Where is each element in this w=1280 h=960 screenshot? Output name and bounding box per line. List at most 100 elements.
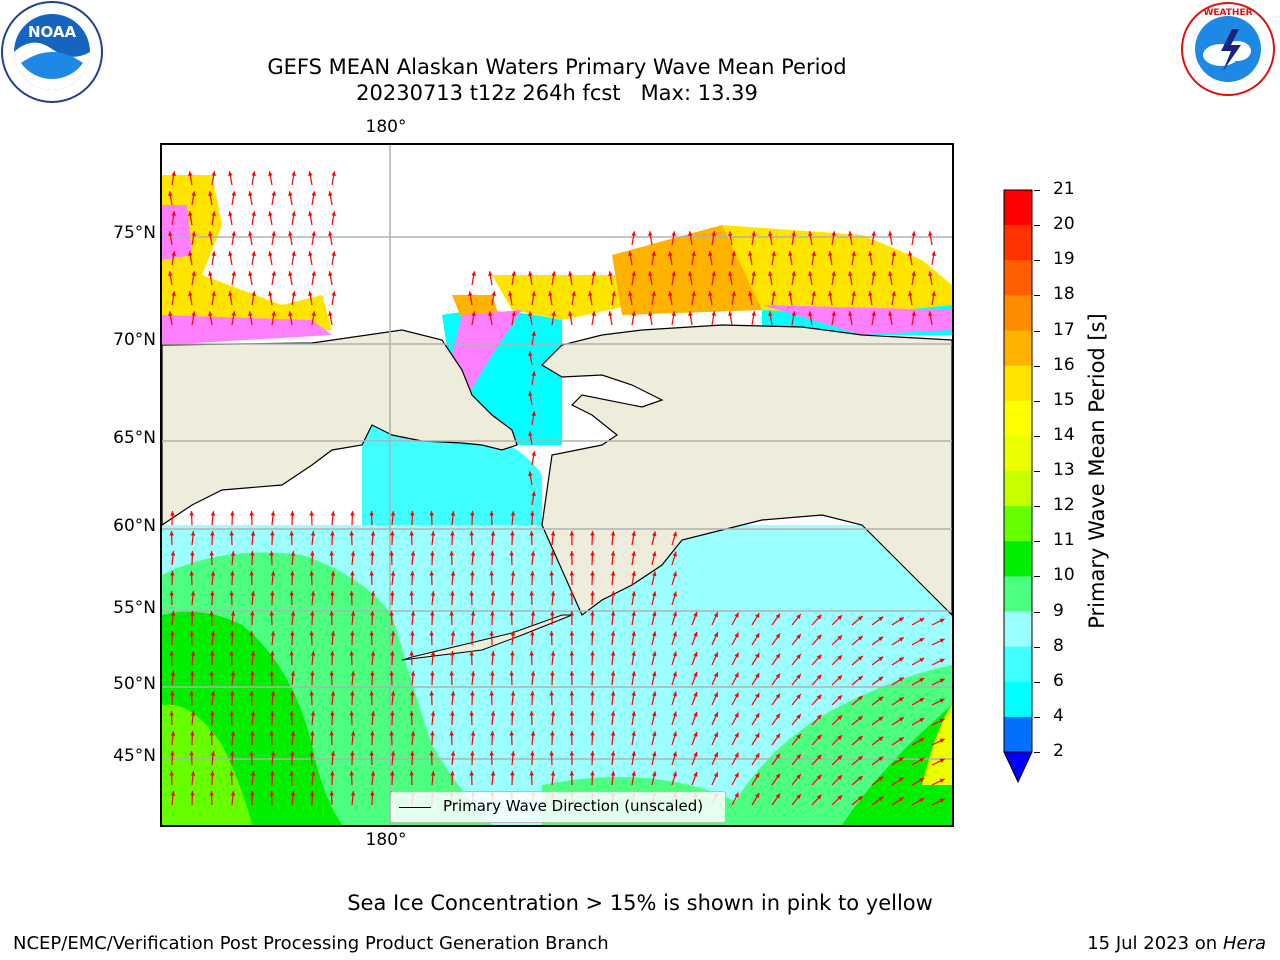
- wave-arrow-head: [751, 311, 756, 316]
- wave-arrow-head: [330, 511, 336, 516]
- wave-arrow-head: [270, 751, 276, 756]
- wave-arrow-head: [289, 591, 294, 596]
- wave-arrow-head: [211, 291, 216, 296]
- wave-arrow-head: [796, 794, 801, 799]
- wave-arrow-head: [550, 551, 555, 556]
- wave-arrow-head: [330, 571, 336, 576]
- wave-arrow-head: [569, 591, 575, 596]
- wave-arrow-head: [837, 675, 843, 681]
- graticule: [162, 145, 952, 825]
- wave-arrow-head: [490, 531, 496, 536]
- wave-arrow-head: [768, 231, 773, 236]
- wave-arrow-head: [389, 551, 394, 556]
- wave-arrow-head: [389, 671, 394, 676]
- wave-arrow-head: [775, 613, 781, 619]
- wave-arrow-head: [250, 611, 255, 616]
- wave-arrow-head: [250, 591, 256, 596]
- wave-arrow-head: [308, 291, 313, 296]
- noaa-logo-text: NOAA: [28, 23, 77, 41]
- wave-arrow-head: [329, 671, 334, 676]
- wave-arrow-head: [590, 571, 595, 576]
- wave-arrow-head: [796, 734, 801, 739]
- wave-arrow-head: [169, 771, 174, 776]
- wave-arrow-head: [610, 671, 616, 676]
- wave-arrow-head: [229, 651, 234, 656]
- sea-ice-chukchi-pink: [452, 310, 522, 405]
- wave-arrow-head: [390, 631, 396, 636]
- wave-arrow-head: [509, 611, 514, 616]
- wave-arrow-head: [791, 231, 796, 236]
- wave-arrow-head: [530, 691, 535, 696]
- colorbar-tick-mark: [1034, 435, 1040, 437]
- wave-arrow-head: [529, 651, 534, 656]
- wave-arrow-head: [939, 738, 945, 743]
- wave-arrow-head: [713, 652, 718, 658]
- wave-arrow-head: [898, 697, 904, 702]
- wave-arrow-head: [291, 171, 296, 176]
- wave-arrow-head: [330, 751, 336, 756]
- wave-arrow-head: [651, 751, 657, 757]
- colorbar-band: [1004, 541, 1032, 577]
- wave-arrow-head: [370, 771, 376, 776]
- wave-arrow-head: [931, 291, 936, 296]
- wave-arrow-head: [171, 211, 176, 216]
- wave-arrow-head: [230, 631, 235, 636]
- sea-ice-west-edge: [162, 315, 332, 345]
- wave-arrow-head: [168, 191, 173, 196]
- wave-arrow-head: [668, 291, 673, 296]
- wave-arrow-head: [450, 631, 456, 636]
- wave-arrow-head: [671, 231, 676, 236]
- wave-arrow-head: [857, 735, 863, 741]
- wave-arrow-head: [775, 713, 781, 719]
- wave-arrow-head: [470, 631, 475, 636]
- chart-title: GEFS MEAN Alaskan Waters Primary Wave Me…: [267, 55, 847, 79]
- wave-arrow-head: [309, 511, 314, 516]
- wave-arrow-head: [509, 551, 514, 556]
- wave-arrow-head: [511, 271, 516, 276]
- wave-arrow-head: [816, 654, 822, 660]
- wave-arrow-head: [651, 291, 656, 296]
- wave-arrow-head: [229, 591, 234, 596]
- wave-arrow-head: [631, 571, 636, 576]
- wave-arrow-head: [672, 591, 677, 597]
- wave-arrow-head: [610, 691, 616, 696]
- wave-arrow-head: [631, 231, 636, 236]
- wave-arrow-head: [590, 631, 595, 636]
- wave-arrow-head: [230, 731, 236, 736]
- wave-arrow-head: [350, 731, 356, 736]
- colorbar-band: [1004, 365, 1032, 402]
- wave-arrow-head: [919, 618, 925, 623]
- wave-arrow-head: [269, 551, 274, 556]
- wave-arrow-head: [816, 794, 822, 800]
- wave-arrow-head: [291, 251, 296, 256]
- wave-arrow-head: [450, 691, 456, 696]
- colorbar-tick-mark: [1034, 471, 1040, 472]
- wave-arrow-head: [211, 251, 216, 256]
- wave-arrow-head: [510, 631, 516, 636]
- colorbar-band: [1004, 506, 1032, 542]
- wave-arrow-head: [713, 632, 718, 638]
- wave-arrow-head: [908, 291, 913, 296]
- colorbar-band: [1004, 471, 1032, 507]
- wave-arrow-head: [489, 571, 494, 576]
- wave-arrow-head: [290, 671, 296, 676]
- wave-arrow-head: [871, 311, 876, 316]
- wave-arrow-head: [550, 731, 555, 736]
- colorbar-scale: [1003, 189, 1033, 784]
- wave-arrow-head: [771, 291, 776, 296]
- wave-arrow-head: [311, 231, 316, 236]
- wave-arrow-head: [249, 631, 254, 636]
- wave-arrow-head: [898, 657, 904, 662]
- legend-line-swatch: [399, 807, 431, 808]
- wave-arrow-head: [269, 791, 274, 796]
- wave-arrow-head: [449, 551, 454, 556]
- wave-arrow-head: [672, 691, 677, 697]
- wave-arrow-head: [569, 571, 575, 576]
- wave-arrow-head: [270, 571, 276, 576]
- wave-arrow-head: [170, 671, 176, 676]
- wave-arrow-head: [651, 671, 657, 677]
- wave-arrow-head: [410, 611, 416, 616]
- wave-arrow-head: [510, 711, 515, 716]
- wave-arrow-head: [648, 311, 653, 316]
- wave-arrow-head: [191, 191, 196, 196]
